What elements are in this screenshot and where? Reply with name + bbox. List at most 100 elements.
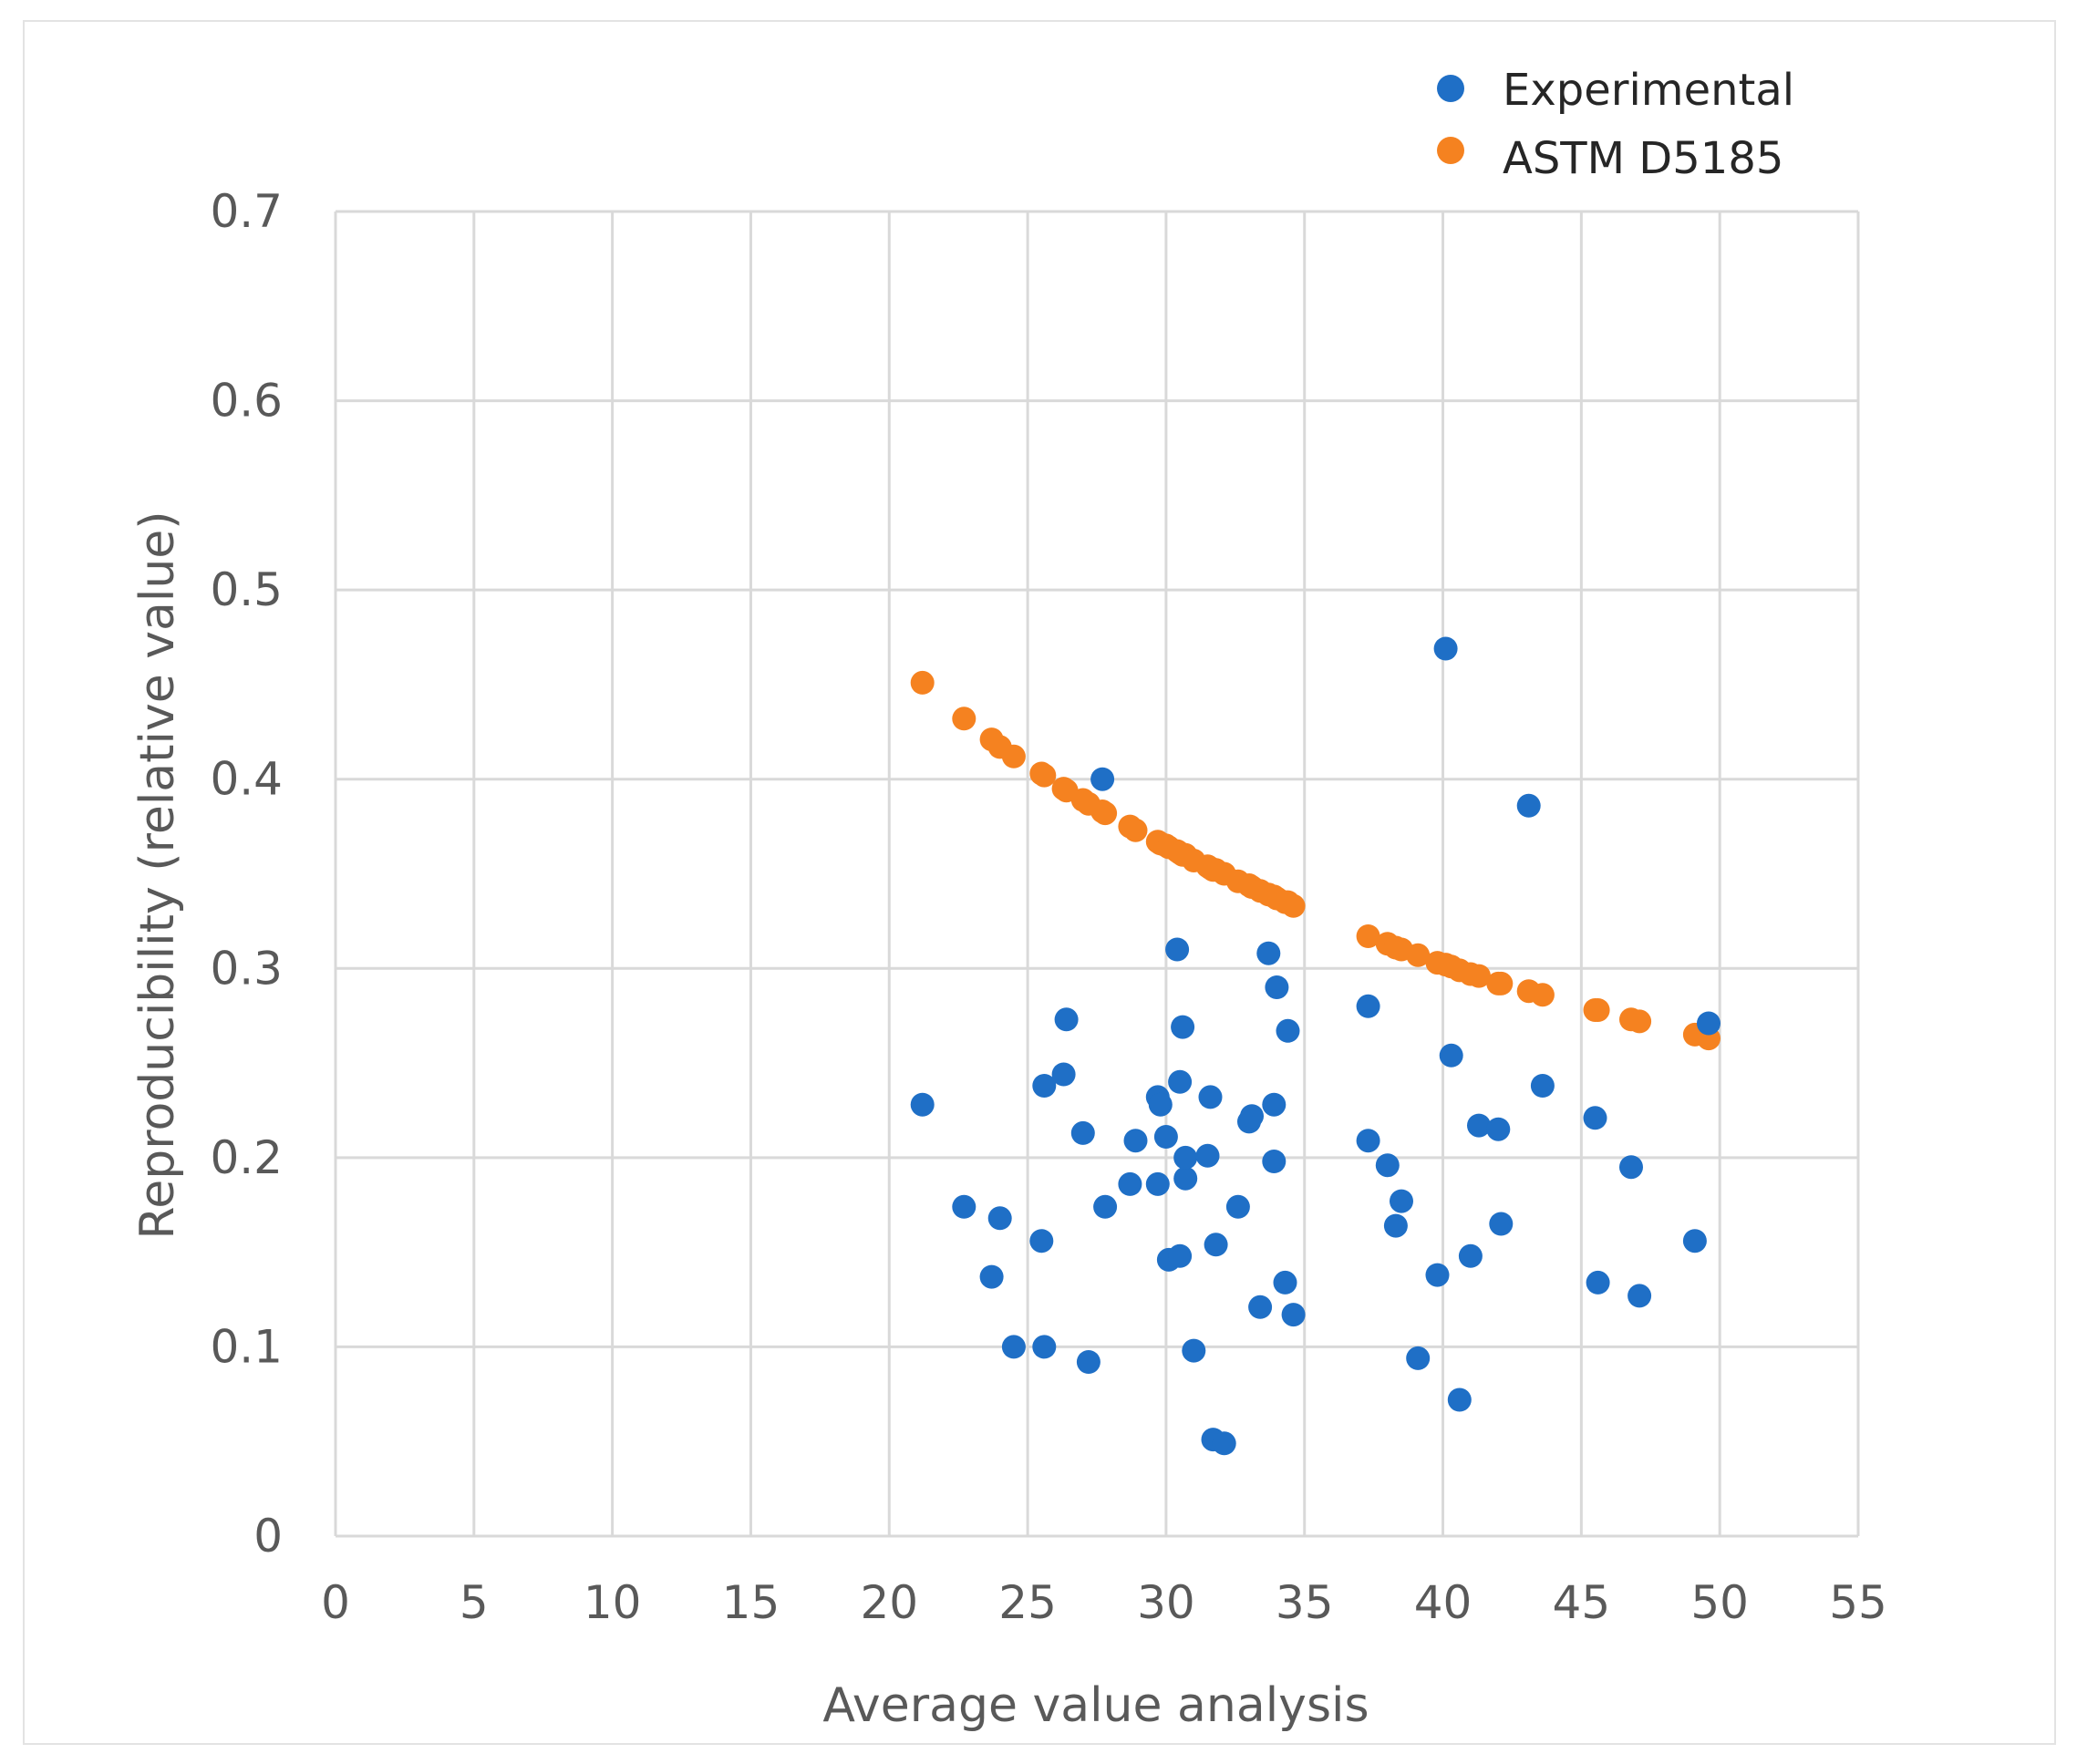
series-experimental	[910, 636, 1720, 1456]
experimental-point	[1173, 1166, 1198, 1191]
experimental-point	[1458, 1243, 1483, 1268]
astm-point	[1628, 1009, 1652, 1034]
experimental-point	[1145, 1171, 1170, 1196]
experimental-point	[1051, 1062, 1076, 1087]
experimental-point	[1171, 1015, 1195, 1039]
y-tick-label: 0.3	[210, 942, 283, 995]
experimental-point	[1262, 1092, 1286, 1117]
x-tick-label: 40	[1414, 1576, 1472, 1629]
x-tick-label: 15	[722, 1576, 780, 1629]
experimental-point	[1489, 1212, 1514, 1236]
y-tick-label: 0.4	[210, 753, 283, 806]
experimental-point	[1076, 1350, 1100, 1374]
astm-point	[1032, 763, 1057, 788]
y-tick-label: 0	[253, 1510, 283, 1563]
experimental-point	[1390, 1189, 1413, 1213]
experimental-point	[1032, 1074, 1057, 1098]
experimental-point	[1248, 1295, 1273, 1319]
experimental-point	[1530, 1074, 1555, 1098]
experimental-point	[1273, 1270, 1297, 1295]
y-tick-label: 0.6	[210, 375, 283, 428]
experimental-point	[1070, 1120, 1095, 1145]
experimental-point	[1182, 1338, 1206, 1363]
experimental-point	[1001, 1335, 1026, 1359]
x-tick-label: 55	[1829, 1576, 1887, 1629]
experimental-point	[1439, 1043, 1463, 1068]
y-tick-label: 0.7	[210, 185, 283, 238]
experimental-point	[987, 1206, 1012, 1231]
experimental-point	[1153, 1125, 1178, 1149]
legend-marker-experimental	[1437, 75, 1464, 102]
experimental-point	[1225, 1194, 1250, 1219]
astm-point	[1001, 744, 1026, 769]
legend: Experimental ASTM D5185	[1437, 65, 1794, 184]
experimental-point	[1090, 767, 1115, 791]
astm-point	[1281, 893, 1306, 918]
experimental-point	[1165, 937, 1190, 962]
experimental-point	[1168, 1243, 1193, 1268]
experimental-point	[1173, 1145, 1198, 1170]
experimental-point	[1032, 1335, 1057, 1359]
x-tick-labels: 0 5 10 15 20 25 30 35 40 45 50 55	[321, 1576, 1887, 1629]
astm-point	[952, 707, 976, 731]
y-tick-label: 0.2	[210, 1131, 283, 1184]
experimental-point	[1447, 1387, 1472, 1412]
experimental-point	[979, 1264, 1004, 1289]
chart-frame	[23, 20, 2056, 1745]
experimental-point	[1583, 1106, 1607, 1130]
experimental-point	[1198, 1085, 1223, 1109]
experimental-point	[1619, 1155, 1643, 1180]
x-tick-label: 35	[1276, 1576, 1334, 1629]
experimental-point	[1628, 1284, 1652, 1308]
astm-point	[1489, 971, 1514, 995]
experimental-point	[1433, 636, 1458, 661]
y-axis-title: Reproducibility (relative value)	[130, 511, 185, 1239]
legend-label-astm: ASTM D5185	[1503, 133, 1783, 184]
experimental-point	[1168, 1069, 1193, 1094]
experimental-point	[1276, 1018, 1300, 1043]
experimental-point	[1262, 1150, 1286, 1173]
y-tick-label: 0.5	[210, 563, 283, 616]
y-tick-labels: 0 0.1 0.2 0.3 0.4 0.5 0.6 0.7	[210, 185, 283, 1563]
experimental-point	[1682, 1229, 1707, 1253]
x-tick-label: 20	[860, 1576, 918, 1629]
astm-point	[1406, 943, 1431, 967]
experimental-point	[1516, 793, 1541, 818]
data-series	[910, 636, 1720, 1456]
experimental-point	[1406, 1346, 1431, 1370]
experimental-point	[1586, 1270, 1610, 1295]
experimental-point	[952, 1194, 976, 1219]
astm-point	[1356, 924, 1380, 948]
experimental-point	[1467, 1113, 1491, 1138]
experimental-point	[1093, 1194, 1118, 1219]
x-tick-label: 30	[1137, 1576, 1195, 1629]
x-tick-label: 10	[584, 1576, 642, 1629]
experimental-point	[1356, 1129, 1380, 1153]
experimental-point	[1697, 1011, 1720, 1036]
astm-point	[910, 670, 935, 695]
grid	[334, 210, 1860, 1538]
astm-point	[1467, 964, 1491, 988]
x-tick-label: 0	[321, 1576, 350, 1629]
experimental-point	[1029, 1229, 1054, 1253]
experimental-point	[1425, 1263, 1450, 1287]
experimental-point	[1265, 975, 1289, 999]
x-tick-label: 5	[460, 1576, 489, 1629]
astm-point	[1093, 801, 1118, 826]
experimental-point	[1195, 1143, 1220, 1168]
series-astm-d5185	[910, 670, 1720, 1051]
x-tick-label: 45	[1553, 1576, 1611, 1629]
experimental-point	[1383, 1213, 1408, 1238]
experimental-point	[1356, 994, 1380, 1018]
experimental-point	[1204, 1233, 1228, 1257]
experimental-point	[1281, 1303, 1306, 1327]
experimental-point	[1212, 1431, 1236, 1456]
x-tick-label: 25	[998, 1576, 1057, 1629]
experimental-point	[1256, 941, 1281, 965]
astm-point	[1586, 998, 1610, 1022]
astm-point	[1123, 818, 1148, 842]
astm-point	[1530, 983, 1555, 1007]
legend-marker-astm	[1437, 137, 1464, 164]
experimental-point	[910, 1092, 935, 1117]
